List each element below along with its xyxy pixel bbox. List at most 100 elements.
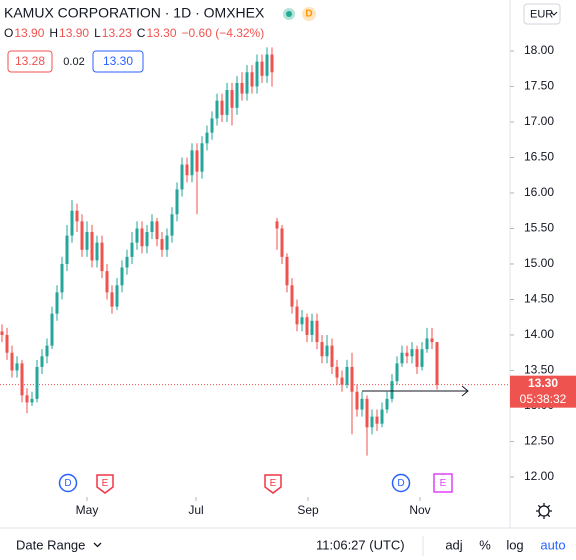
candle [310, 313, 314, 343]
candle-body [5, 334, 9, 353]
candle-body [295, 306, 299, 325]
candle-body [410, 349, 414, 357]
ask-box[interactable] [92, 50, 144, 73]
footer-button[interactable]: % [479, 537, 491, 552]
candle [315, 313, 319, 350]
event-label: D [397, 478, 404, 489]
candle [400, 345, 404, 367]
candle [135, 221, 139, 250]
ohlc-value: 13.90 [14, 26, 44, 40]
candle [205, 125, 209, 151]
candle-body [215, 100, 219, 119]
candle-body [155, 221, 159, 240]
candle-body [55, 292, 59, 314]
candle [255, 54, 259, 94]
candle [140, 221, 144, 254]
ohlc-value: 13.23 [102, 26, 132, 40]
candle-body [85, 232, 89, 250]
candle [365, 395, 369, 456]
candle-body [260, 61, 264, 76]
candle-body [370, 416, 374, 428]
candle [285, 253, 289, 293]
candle [180, 157, 184, 197]
date-range[interactable]: Date Range [16, 537, 85, 552]
date-range-chevron [93, 542, 102, 548]
event-badge [58, 473, 78, 493]
candle [60, 256, 64, 300]
event-marker[interactable]: E [433, 473, 453, 493]
y-tick-label: 15.00 [524, 256, 554, 270]
candle [210, 111, 214, 140]
event-badge [391, 473, 411, 493]
candle-body [305, 317, 309, 335]
event-label: E [440, 478, 447, 489]
footer-button[interactable]: adj [445, 537, 462, 552]
candle [45, 338, 49, 364]
candle [380, 402, 384, 428]
candle [425, 327, 429, 353]
x-tick-label: Sep [297, 503, 319, 517]
candle-body [380, 409, 384, 424]
ohlc-value: 13.30 [146, 26, 176, 40]
candle-body [275, 221, 279, 229]
candle-body [330, 345, 334, 367]
candle [350, 352, 354, 435]
currency-selector[interactable] [523, 3, 561, 25]
event-marker[interactable]: D [58, 473, 78, 493]
candle-body [125, 256, 129, 268]
candle-body [270, 54, 274, 73]
candle-body [115, 285, 119, 307]
candle-body [225, 90, 229, 115]
event-label: E [270, 478, 277, 489]
candle-body [195, 150, 199, 172]
candle-body [160, 239, 164, 250]
event-marker[interactable]: E [264, 474, 282, 494]
candle-body [340, 377, 344, 385]
footer-button[interactable]: log [506, 537, 523, 552]
candle-body [420, 349, 424, 367]
delay-badge-text: D [305, 9, 312, 20]
candle-body [15, 363, 19, 371]
event-marker[interactable]: E [96, 474, 114, 494]
candle-body [280, 228, 284, 257]
ohlc-label: H [49, 26, 58, 40]
candle [420, 342, 424, 371]
footer-buttons: adj% log auto [445, 537, 565, 552]
candle-body [150, 221, 154, 233]
candle [150, 214, 154, 240]
candle [290, 278, 294, 314]
y-tick-label: 16.00 [524, 185, 554, 199]
candle [15, 356, 19, 378]
candle-body [265, 54, 269, 76]
footer-button[interactable]: auto [540, 537, 565, 552]
candle [385, 391, 389, 414]
candle [185, 157, 189, 183]
candle [145, 224, 149, 254]
candle-body [400, 352, 404, 364]
candle [280, 224, 284, 264]
candle-body [320, 342, 324, 357]
candle [355, 384, 359, 417]
spread: 0.02 [63, 56, 84, 68]
candle [430, 327, 434, 350]
event-marker[interactable]: D [391, 473, 411, 493]
candle [0, 324, 4, 343]
ohlc-label: O [4, 26, 13, 40]
candle-body [70, 210, 74, 236]
bid-box[interactable] [7, 50, 53, 73]
candle [300, 310, 304, 332]
candle [200, 136, 204, 179]
candle [295, 299, 299, 332]
y-tick-label: 16.50 [524, 150, 554, 164]
candle-body [105, 271, 109, 293]
candle-body [250, 72, 254, 87]
candle [270, 47, 274, 87]
candle [35, 359, 39, 403]
settings-icon[interactable] [536, 503, 552, 519]
candle [120, 260, 124, 293]
candle-body [220, 100, 224, 115]
candle [90, 224, 94, 268]
